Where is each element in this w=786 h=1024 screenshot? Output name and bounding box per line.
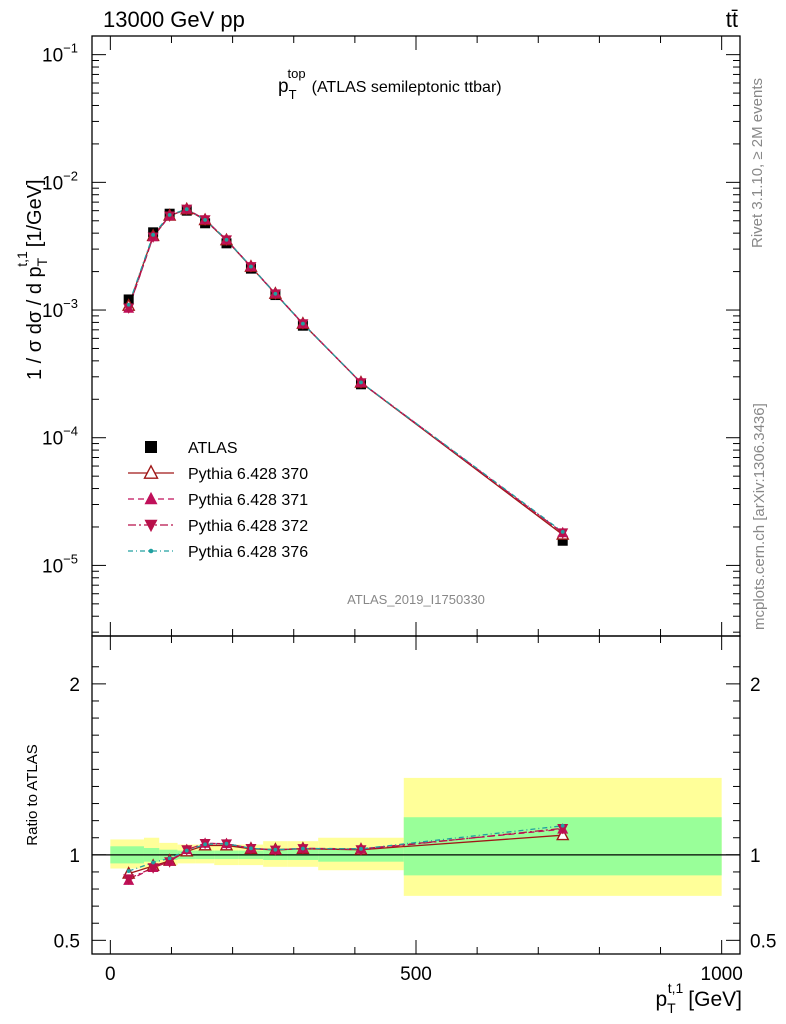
legend-marker xyxy=(144,519,158,533)
mc-point xyxy=(560,529,565,534)
ratio-series-line xyxy=(128,825,563,872)
ratio-ytick-label-right: 2 xyxy=(750,675,761,696)
ratio-point xyxy=(273,847,278,852)
ratio-point xyxy=(123,874,135,885)
mc-point xyxy=(359,380,363,385)
main-series-line xyxy=(128,208,564,534)
main-yaxis-label-sup: t,1 xyxy=(14,251,30,267)
legend-label: Pythia 6.428 371 xyxy=(188,492,308,509)
ratio-xtick-label: 500 xyxy=(400,964,432,985)
ratio-point xyxy=(224,841,229,846)
ratio-point xyxy=(126,869,131,874)
ratio-point xyxy=(167,856,172,861)
legend-marker xyxy=(148,548,154,554)
mc-point xyxy=(184,207,189,212)
ratio-point xyxy=(164,857,176,868)
mc-point xyxy=(203,217,208,222)
legend-marker xyxy=(143,464,159,479)
mc-point xyxy=(147,232,159,243)
data-point xyxy=(557,535,568,546)
main-yaxis-label-main: 1 / σ dσ / d p xyxy=(24,266,46,380)
main-ytick-label: 10−1 xyxy=(42,41,78,67)
ratio-ytick-label: 0.5 xyxy=(54,931,80,952)
ratio-point xyxy=(300,846,305,851)
legend-label: ATLAS xyxy=(188,440,238,457)
energy-label: 13000 GeV pp xyxy=(103,7,245,32)
ratio-ytick-label-right: 0.5 xyxy=(750,931,776,952)
main-series-line xyxy=(128,208,564,536)
ratio-point xyxy=(203,842,208,847)
mc-point xyxy=(151,232,156,237)
mcplots-label: mcplots.cern.ch [arXiv:1306.3436] xyxy=(751,403,768,630)
legend-label: Pythia 6.428 370 xyxy=(188,466,308,483)
ratio-point xyxy=(557,823,569,835)
mc-point xyxy=(167,212,172,217)
legend: ATLAS Pythia 6.428 370 Pythia 6.428 371 Pyt… xyxy=(128,440,308,561)
ratio-panel: 0.5 0.5 1 1 2 2 0 500 1000 Ratio to ATLAS pTt,1[… xyxy=(24,635,776,1016)
main-ytick-label: 10−4 xyxy=(42,424,78,450)
ratio-point xyxy=(151,860,156,865)
main-ytick-label: 10−3 xyxy=(42,296,78,322)
ratio-point xyxy=(147,863,159,874)
legend-marker xyxy=(144,491,158,505)
main-series-line xyxy=(128,208,564,534)
legend-label: Pythia 6.428 372 xyxy=(188,518,308,535)
main-title: pTtop(ATLAS semileptonic ttbar) xyxy=(278,66,502,102)
main-yaxis-label-unit: [1/GeV] xyxy=(24,179,46,247)
ratio-ytick-label-right: 1 xyxy=(750,846,761,867)
ratio-series-line xyxy=(128,827,563,880)
mc-point xyxy=(300,321,305,326)
ratio-xtick-label: 0 xyxy=(105,964,116,985)
ratio-xtick-label: 1000 xyxy=(701,964,743,985)
main-ytick-label: 10−5 xyxy=(42,551,78,577)
main-yaxis-label: 1 / σ dσ / d pTt,1 [1/GeV] xyxy=(14,179,50,380)
ratio-xaxis-label: pTt,1 [GeV] xyxy=(655,980,742,1016)
legend-label: Pythia 6.428 376 xyxy=(188,544,308,561)
main-series-line xyxy=(128,208,564,533)
analysis-id: ATLAS_2019_I1750330 xyxy=(347,592,485,607)
mc-point xyxy=(224,237,229,242)
mc-point xyxy=(249,264,253,269)
mc-point xyxy=(126,302,131,307)
rivet-label: Rivet 3.1.10, ≥ 2M events xyxy=(749,78,766,248)
legend-marker xyxy=(145,441,157,453)
main-ytick-label: 10−2 xyxy=(42,168,78,194)
ratio-frame xyxy=(91,635,741,955)
ratio-point xyxy=(184,848,189,853)
ratio-ytick-label: 1 xyxy=(69,846,80,867)
ratio-yaxis-label: Ratio to ATLAS xyxy=(24,744,41,845)
ratio-point xyxy=(249,846,253,851)
main-yaxis-label-sub: T xyxy=(34,257,50,266)
svg-text:1 / σ dσ / d pTt,1[1/GeV]: 1 / σ dσ / d pTt,1 [1/GeV] xyxy=(14,179,50,380)
process-label: tt̄ xyxy=(726,7,738,32)
mc-point xyxy=(123,303,135,314)
ratio-series-line xyxy=(128,828,563,882)
main-panel: pTtop(ATLAS semileptonic ttbar) ATLAS_20… xyxy=(14,35,741,637)
ratio-point xyxy=(560,823,565,828)
ratio-ytick-label: 2 xyxy=(69,675,80,696)
ratio-point xyxy=(359,846,363,851)
mc-point xyxy=(273,291,278,296)
